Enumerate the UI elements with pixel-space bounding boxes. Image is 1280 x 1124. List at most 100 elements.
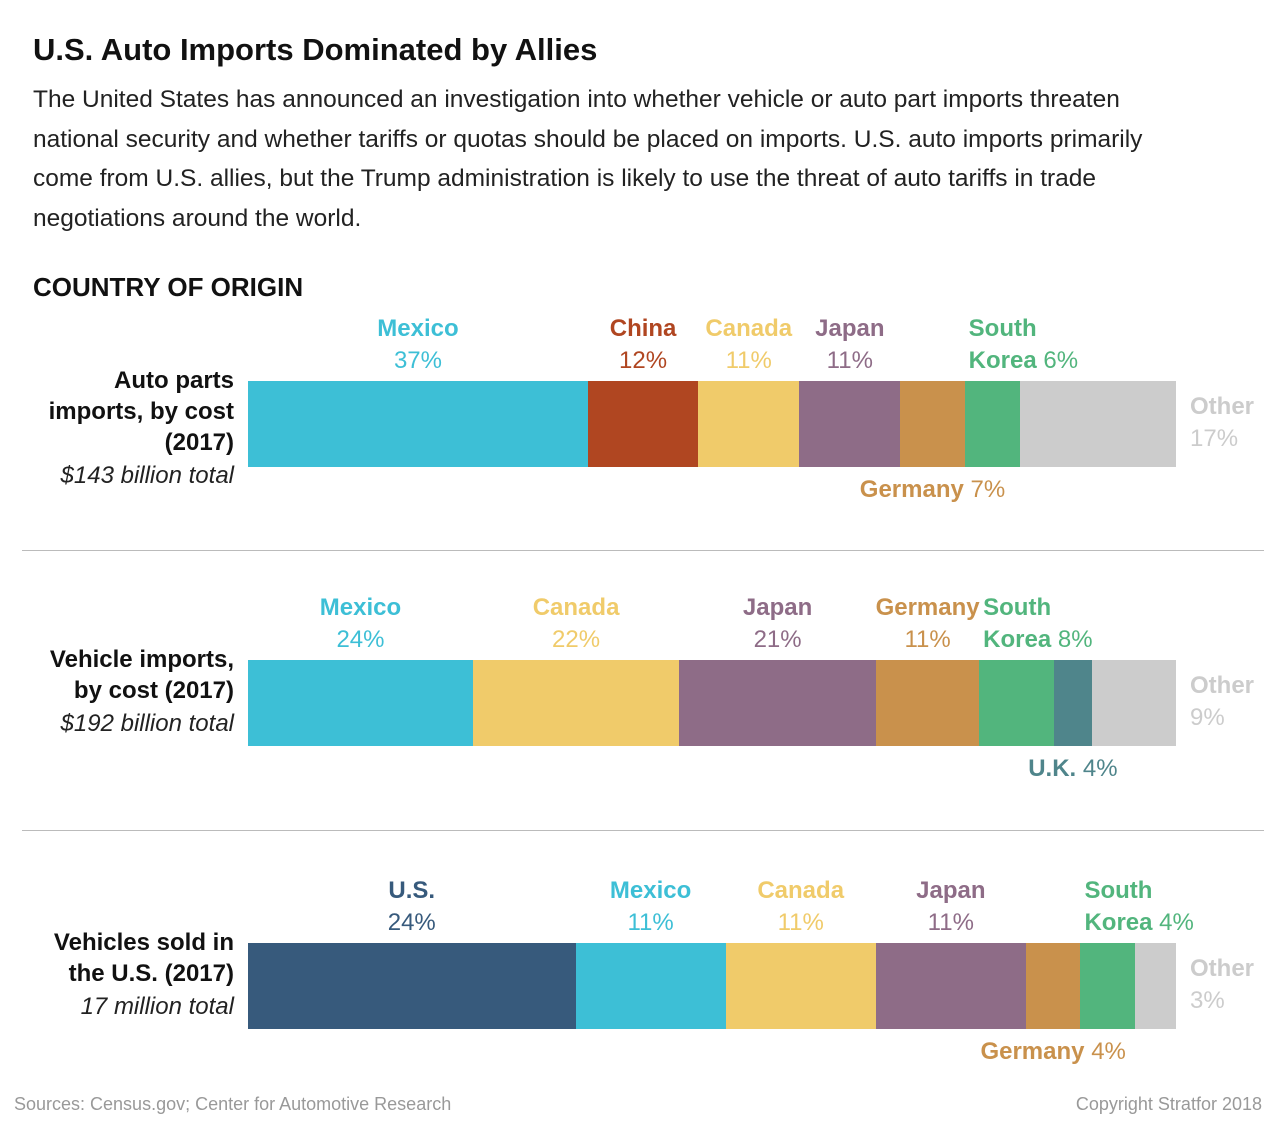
value-label: 8% xyxy=(1057,626,1093,653)
legend-name: South Korea xyxy=(1084,877,1153,936)
segment-label: Germany 11% xyxy=(828,592,1028,656)
legend-name: Japan xyxy=(815,315,885,342)
bar-segment xyxy=(900,381,965,467)
legend-name: Canada xyxy=(757,877,845,904)
legend-name: Canada xyxy=(705,315,793,342)
bar-segment xyxy=(1019,381,1176,467)
bar-segment xyxy=(979,660,1055,746)
segment-label: Japan 11% xyxy=(851,875,1051,939)
segment-label: Other 17% xyxy=(1190,391,1280,455)
segment-label: Mexico 24% xyxy=(260,592,460,656)
segment-label: Mexico 11% xyxy=(551,875,751,939)
segment-label: U.S. 24% xyxy=(312,875,512,939)
value-label: 7% xyxy=(970,476,1006,503)
segment-label: South Korea 8% xyxy=(983,592,1108,656)
segment-label: Other 3% xyxy=(1190,953,1280,1017)
bar-segment xyxy=(248,660,473,746)
value-label: 11% xyxy=(725,347,772,374)
bar-segment xyxy=(1054,660,1092,746)
bar-segment xyxy=(1025,943,1081,1029)
segment-label: China 12% xyxy=(543,313,743,377)
value-label: 17% xyxy=(1190,425,1239,452)
copyright: Copyright Stratfor 2018 xyxy=(1075,1094,1262,1114)
separator xyxy=(22,830,1264,831)
bar-segment xyxy=(698,381,800,467)
row-label: Vehicle imports, by cost (2017) $192 bill… xyxy=(0,644,234,742)
segment-label: Mexico 37% xyxy=(318,313,518,377)
segment-label: Germany 4% xyxy=(903,1036,1203,1068)
bar-segment xyxy=(1080,943,1136,1029)
row-label: Vehicles sold in the U.S. (2017) 17 milli… xyxy=(0,927,234,1025)
legend-name: Germany xyxy=(980,1038,1085,1065)
value-label: 22% xyxy=(552,626,601,653)
subtitle: The United States has announced an inves… xyxy=(33,86,1143,232)
bar-segment xyxy=(799,381,901,467)
value-label: 6% xyxy=(1043,347,1079,374)
section-title: COUNTRY OF ORIGIN xyxy=(33,272,304,302)
row-title: Vehicles sold in the U.S. (2017) xyxy=(53,929,234,987)
row-label: Auto parts imports, by cost (2017) $143 b… xyxy=(0,365,234,494)
value-label: 24% xyxy=(336,626,385,653)
legend-name: Japan xyxy=(742,594,813,621)
legend-name: Germany xyxy=(859,476,964,503)
value-label: 12% xyxy=(619,347,668,374)
bar-segment xyxy=(587,381,699,467)
segment-label: U.K. 4% xyxy=(923,753,1223,785)
legend-name: Mexico xyxy=(377,315,459,342)
segment-label: Canada 11% xyxy=(701,875,901,939)
row-total: $192 billion total xyxy=(60,710,234,737)
legend-name: U.K. xyxy=(1028,755,1077,782)
bar-segment xyxy=(725,943,876,1029)
value-label: 24% xyxy=(387,909,436,936)
segment-label: Germany 7% xyxy=(783,474,1083,506)
legend-name: South Korea xyxy=(968,315,1037,374)
legend-name: Mexico xyxy=(609,877,692,904)
bar-segment xyxy=(964,381,1020,467)
row-total: $143 billion total xyxy=(60,462,234,489)
legend-name: Germany xyxy=(875,594,980,621)
legend-name: Other xyxy=(1190,672,1255,699)
value-label: 11% xyxy=(627,909,674,936)
bar-segment xyxy=(1135,943,1176,1029)
bar-segment xyxy=(875,943,1026,1029)
value-label: 4% xyxy=(1091,1038,1126,1065)
row-title: Vehicle imports, by cost (2017) xyxy=(49,646,234,704)
legend-name: Japan xyxy=(916,877,986,904)
legend-name: Other xyxy=(1190,955,1255,982)
legend-name: South Korea xyxy=(983,594,1052,653)
value-label: 11% xyxy=(777,909,824,936)
segment-label: Japan 11% xyxy=(750,313,950,377)
bar-segment xyxy=(248,943,576,1029)
legend-name: China xyxy=(609,315,677,342)
value-label: 9% xyxy=(1190,704,1225,731)
value-label: 4% xyxy=(1159,909,1194,936)
bar-segment xyxy=(679,660,877,746)
value-label: 11% xyxy=(826,347,873,374)
value-label: 21% xyxy=(753,626,802,653)
segment-label: Canada 22% xyxy=(476,592,676,656)
bar-segment xyxy=(472,660,680,746)
legend-name: U.S. xyxy=(388,877,436,904)
legend-name: Canada xyxy=(532,594,620,621)
bar-segment xyxy=(575,943,726,1029)
title: U.S. Auto Imports Dominated by Allies xyxy=(33,32,598,67)
legend-name: Mexico xyxy=(319,594,402,621)
value-label: 37% xyxy=(393,347,442,374)
segment-label: Japan 21% xyxy=(678,592,878,656)
segment-label: Canada 11% xyxy=(649,313,849,377)
source: Sources: Census.gov; Center for Automoti… xyxy=(14,1094,452,1114)
segment-label: Other 9% xyxy=(1190,670,1280,734)
value-label: 11% xyxy=(904,626,951,653)
row-title: Auto parts imports, by cost (2017) xyxy=(48,367,234,456)
segment-label: South Korea 4% xyxy=(1084,875,1209,939)
value-label: 3% xyxy=(1190,987,1225,1014)
segment-label: South Korea 6% xyxy=(969,313,1094,377)
value-label: 11% xyxy=(927,909,974,936)
bar-segment xyxy=(876,660,980,746)
bar-segment xyxy=(1091,660,1176,746)
row-total: 17 million total xyxy=(80,993,234,1020)
value-label: 4% xyxy=(1082,755,1118,782)
legend-name: Other xyxy=(1190,393,1255,420)
separator xyxy=(22,550,1264,551)
